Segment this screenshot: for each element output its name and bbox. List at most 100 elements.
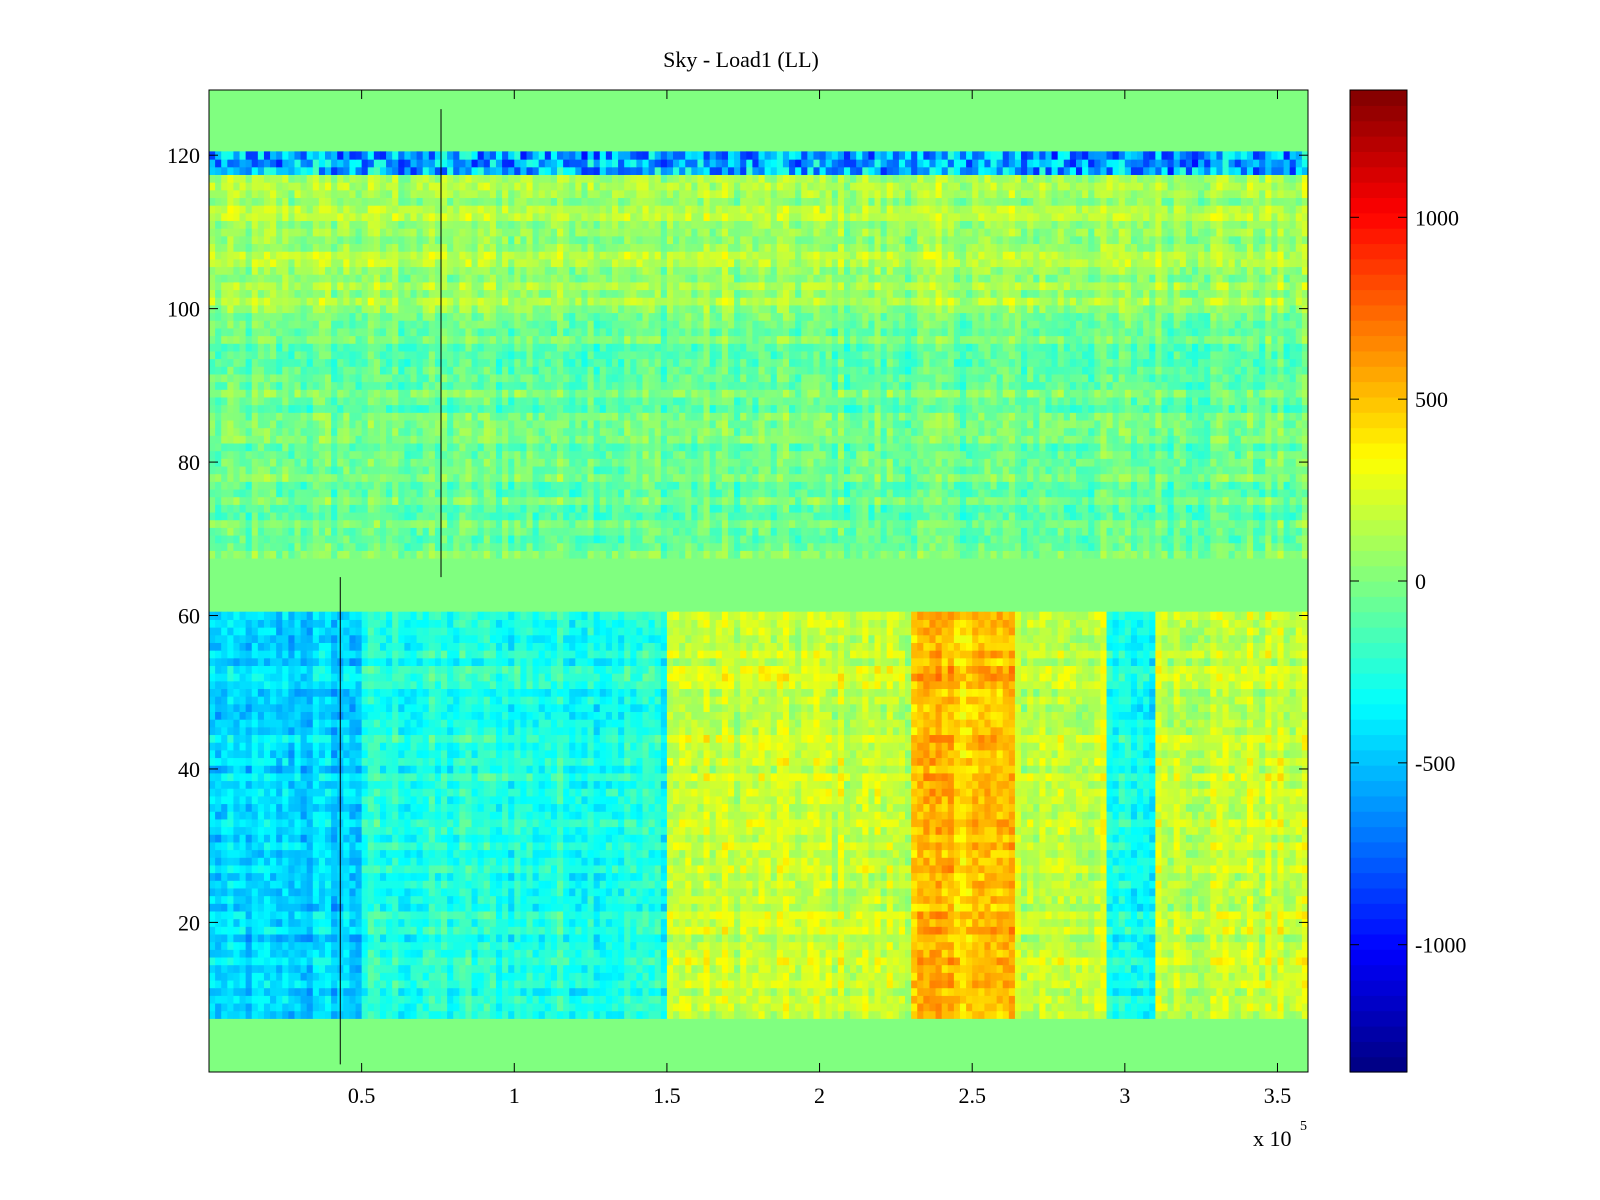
heatmap-cell bbox=[1265, 841, 1272, 851]
heatmap-cell bbox=[752, 964, 760, 973]
heatmap-cell bbox=[666, 826, 674, 835]
heatmap-cell bbox=[318, 1010, 326, 1019]
heatmap-cell bbox=[1228, 910, 1236, 920]
heatmap-cell bbox=[453, 987, 460, 996]
heatmap-cell bbox=[642, 826, 650, 835]
heatmap-cell bbox=[642, 941, 650, 950]
heatmap-cell bbox=[1008, 849, 1016, 858]
heatmap-cell bbox=[520, 849, 528, 858]
heatmap-cell bbox=[972, 811, 979, 820]
heatmap-cell bbox=[929, 849, 937, 858]
heatmap-cell bbox=[520, 964, 528, 973]
heatmap-cell bbox=[825, 918, 833, 927]
heatmap-cell bbox=[966, 872, 973, 881]
heatmap-cell bbox=[331, 1010, 338, 1019]
heatmap-cell bbox=[1222, 864, 1230, 874]
heatmap-cell bbox=[892, 903, 900, 912]
heatmap-cell bbox=[1265, 964, 1272, 973]
heatmap-cell bbox=[514, 887, 521, 897]
heatmap-cell bbox=[1137, 956, 1144, 966]
heatmap-cell bbox=[1045, 841, 1053, 851]
heatmap-cell bbox=[746, 857, 753, 866]
heatmap-cell bbox=[935, 857, 943, 866]
heatmap-cell bbox=[935, 949, 943, 958]
heatmap-cell bbox=[660, 987, 668, 996]
heatmap-cell bbox=[923, 972, 931, 981]
heatmap-cell bbox=[1143, 880, 1150, 889]
heatmap-cell bbox=[605, 818, 613, 828]
heatmap-cell bbox=[721, 887, 729, 897]
heatmap-cell bbox=[1051, 987, 1059, 996]
heatmap-cell bbox=[1014, 811, 1022, 820]
heatmap-cell bbox=[1167, 895, 1175, 904]
heatmap-cell bbox=[1301, 857, 1308, 866]
heatmap-cell bbox=[1100, 987, 1108, 996]
heatmap-cell bbox=[1204, 864, 1211, 874]
heatmap-cell bbox=[233, 841, 241, 851]
heatmap-cell bbox=[1124, 910, 1132, 920]
heatmap-cell bbox=[624, 1010, 631, 1019]
heatmap-cell bbox=[984, 841, 992, 851]
heatmap-cell bbox=[282, 995, 289, 1004]
heatmap-cell bbox=[477, 956, 485, 966]
heatmap-cell bbox=[392, 933, 399, 943]
heatmap-cell bbox=[1161, 933, 1169, 943]
heatmap-cell bbox=[288, 949, 296, 958]
heatmap-cell bbox=[471, 841, 479, 851]
heatmap-cell bbox=[306, 949, 314, 958]
heatmap-cell bbox=[1295, 903, 1303, 912]
heatmap-cell bbox=[892, 811, 900, 820]
heatmap-cell bbox=[550, 803, 558, 812]
heatmap-cell bbox=[209, 826, 216, 835]
heatmap-cell bbox=[557, 1010, 564, 1019]
heatmap-cell bbox=[685, 826, 692, 835]
heatmap-cell bbox=[1027, 864, 1034, 874]
heatmap-cell bbox=[947, 926, 955, 935]
heatmap-cell bbox=[1179, 1002, 1187, 1012]
heatmap-cell bbox=[856, 864, 863, 874]
heatmap-cell bbox=[282, 857, 289, 866]
heatmap-cell bbox=[605, 872, 613, 881]
heatmap-cell bbox=[953, 887, 961, 897]
heatmap-cell bbox=[874, 887, 882, 897]
heatmap-cell bbox=[959, 864, 967, 874]
heatmap-cell bbox=[215, 864, 222, 874]
heatmap-cell bbox=[434, 995, 442, 1004]
heatmap-cell bbox=[923, 995, 931, 1004]
heatmap-cell bbox=[245, 811, 253, 820]
heatmap-cell bbox=[300, 995, 308, 1004]
heatmap-cell bbox=[1185, 910, 1193, 920]
heatmap-cell bbox=[654, 918, 662, 927]
heatmap-cell bbox=[727, 987, 735, 996]
heatmap-cell bbox=[764, 803, 772, 812]
heatmap-cell bbox=[1075, 1010, 1083, 1019]
heatmap-cell bbox=[1002, 1010, 1010, 1019]
heatmap-cell bbox=[947, 972, 955, 981]
heatmap-cell bbox=[1228, 818, 1236, 828]
heatmap-cell bbox=[892, 987, 900, 996]
heatmap-cell bbox=[825, 841, 833, 851]
heatmap-cell bbox=[245, 864, 253, 874]
heatmap-cell bbox=[996, 949, 1004, 958]
heatmap-cell bbox=[355, 987, 363, 996]
heatmap-cell bbox=[1106, 903, 1114, 912]
heatmap-cell bbox=[270, 803, 277, 812]
heatmap-cell bbox=[996, 941, 1004, 950]
heatmap-cell bbox=[1149, 895, 1156, 904]
heatmap-cell bbox=[550, 849, 558, 858]
heatmap-cell bbox=[819, 826, 827, 835]
heatmap-cell bbox=[1094, 864, 1102, 874]
heatmap-cell bbox=[666, 979, 674, 989]
heatmap-cell bbox=[233, 979, 241, 989]
heatmap-cell bbox=[245, 834, 253, 843]
heatmap-cell bbox=[428, 941, 436, 950]
heatmap-cell bbox=[245, 903, 253, 912]
heatmap-cell bbox=[685, 964, 692, 973]
heatmap-cell bbox=[1082, 864, 1089, 874]
heatmap-cell bbox=[813, 987, 821, 996]
heatmap-cell bbox=[758, 849, 766, 858]
heatmap-cell bbox=[789, 995, 796, 1004]
heatmap-cell bbox=[1265, 903, 1272, 912]
heatmap-cell bbox=[1185, 972, 1193, 981]
heatmap-cell bbox=[703, 864, 711, 874]
